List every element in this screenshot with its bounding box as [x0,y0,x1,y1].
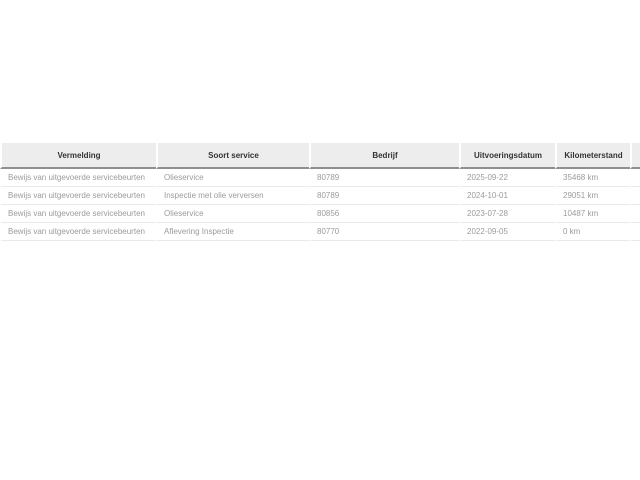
cell-bedrijf: 80770 [309,223,459,241]
cell-kilometerstand: 10487 km [555,205,630,223]
cell-empty [630,169,640,187]
cell-vermelding: Bewijs van uitgevoerde servicebeurten [0,205,156,223]
column-header-soort-service: Soort service [156,143,309,169]
cell-soort-service: Aflevering Inspectie [156,223,309,241]
table-row: Bewijs van uitgevoerde servicebeurten In… [0,187,640,205]
table-row: Bewijs van uitgevoerde servicebeurten Af… [0,223,640,241]
cell-vermelding: Bewijs van uitgevoerde servicebeurten [0,169,156,187]
table-row: Bewijs van uitgevoerde servicebeurten Ol… [0,169,640,187]
column-header-bedrijf: Bedrijf [309,143,459,169]
cell-uitvoeringsdatum: 2025-09-22 [459,169,555,187]
cell-empty [630,205,640,223]
column-header-kilometerstand: Kilometerstand [555,143,630,169]
cell-vermelding: Bewijs van uitgevoerde servicebeurten [0,187,156,205]
cell-soort-service: Olieservice [156,205,309,223]
cell-vermelding: Bewijs van uitgevoerde servicebeurten [0,223,156,241]
cell-bedrijf: 80789 [309,169,459,187]
cell-empty [630,223,640,241]
cell-empty [630,187,640,205]
cell-soort-service: Olieservice [156,169,309,187]
column-header-empty [630,143,640,169]
cell-soort-service: Inspectie met olie verversen [156,187,309,205]
cell-uitvoeringsdatum: 2023-07-28 [459,205,555,223]
service-history-table-container: Vermelding Soort service Bedrijf Uitvoer… [0,143,640,241]
table-header-row: Vermelding Soort service Bedrijf Uitvoer… [0,143,640,169]
table-row: Bewijs van uitgevoerde servicebeurten Ol… [0,205,640,223]
cell-kilometerstand: 0 km [555,223,630,241]
service-history-table: Vermelding Soort service Bedrijf Uitvoer… [0,143,640,241]
cell-bedrijf: 80789 [309,187,459,205]
column-header-vermelding: Vermelding [0,143,156,169]
cell-uitvoeringsdatum: 2022-09-05 [459,223,555,241]
cell-bedrijf: 80856 [309,205,459,223]
cell-kilometerstand: 35468 km [555,169,630,187]
column-header-uitvoeringsdatum: Uitvoeringsdatum [459,143,555,169]
cell-uitvoeringsdatum: 2024-10-01 [459,187,555,205]
cell-kilometerstand: 29051 km [555,187,630,205]
